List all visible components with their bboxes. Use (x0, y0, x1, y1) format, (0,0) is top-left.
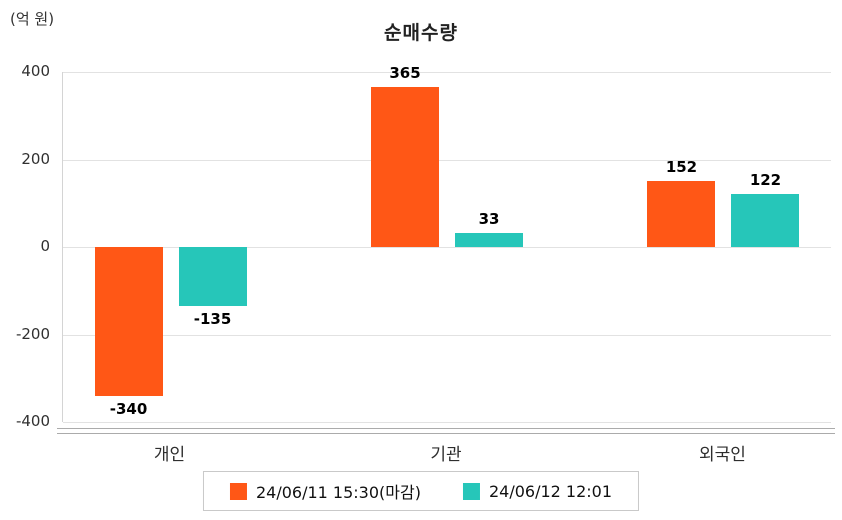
legend-swatch-icon (229, 482, 247, 500)
y-tick-label: -400 (15, 412, 50, 430)
x-category-label: 외국인 (699, 445, 746, 465)
x-axis-category-labels: 개인 기관 외국인 (62, 440, 830, 465)
gridline (63, 422, 831, 423)
bar-value-label: 365 (389, 64, 421, 83)
bar-value-label: 122 (749, 170, 782, 189)
bar-value-label: -340 (109, 399, 148, 418)
legend-item: 24/06/12 12:01 (462, 481, 613, 501)
bar-value-label: 152 (665, 157, 698, 176)
y-tick-label: 0 (40, 237, 50, 255)
x-category-label: 개인 (153, 445, 186, 465)
bar-series1-cat3 (647, 180, 716, 247)
gridline (63, 334, 831, 336)
y-tick-label: 200 (21, 149, 50, 168)
y-tick-label: -200 (15, 324, 50, 343)
x-category-label: 기관 (430, 445, 462, 465)
y-tick-label: 400 (21, 62, 50, 80)
legend: 24/06/11 15:30(마감) 24/06/12 12:01 (202, 471, 640, 511)
legend-label: 24/06/11 15:30(마감) (255, 483, 421, 502)
bar-series1-cat1 (94, 247, 163, 396)
legend-label: 24/06/12 12:01 (488, 481, 613, 501)
bar-value-label: -135 (193, 310, 232, 329)
legend-swatch-icon (462, 482, 480, 500)
y-axis-unit-label: (억 원) (10, 10, 55, 28)
bar-value-label: 33 (478, 209, 500, 228)
bar-series2-cat3 (731, 193, 800, 247)
bar-series2-cat1 (178, 247, 247, 307)
y-axis-tick-labels: 400 200 0 -200 -400 (0, 62, 54, 430)
gridline (63, 159, 831, 161)
gridline (63, 72, 831, 73)
gridline (63, 247, 831, 248)
bar-series2-cat2 (455, 232, 523, 247)
chart-title: 순매수량 (384, 22, 458, 44)
legend-item: 24/06/11 15:30(마감) (229, 479, 421, 503)
plot-area: -340 -135 365 33 152 122 (62, 64, 831, 423)
bar-series1-cat2 (371, 87, 439, 247)
x-axis-line (57, 428, 835, 434)
